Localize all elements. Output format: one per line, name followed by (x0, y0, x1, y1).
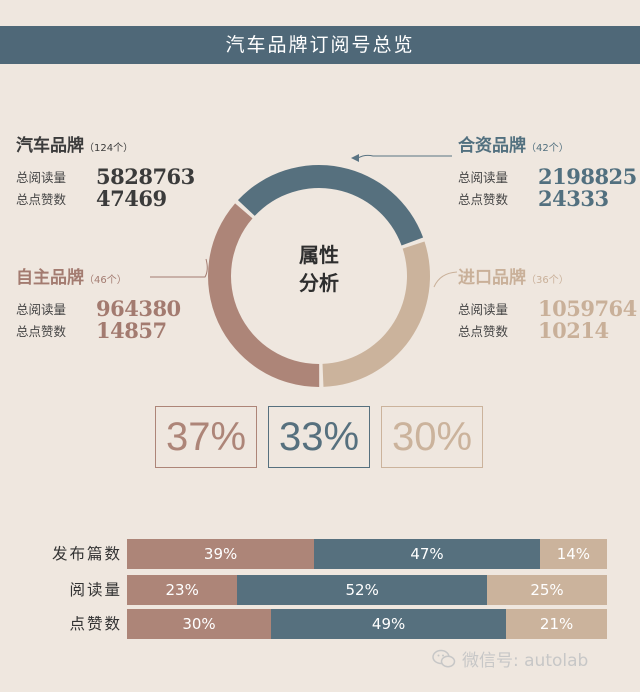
pct-box-own: 37% (155, 406, 257, 468)
joint-like-value: 24333 (538, 185, 609, 211)
joint-brand-count: （42个） (526, 143, 569, 154)
bar-segment: 47% (314, 539, 540, 569)
own-like-value: 14857 (96, 317, 167, 343)
page-title: 汽车品牌订阅号总览 (0, 26, 640, 64)
joint-read-label: 总阅读量 (458, 169, 509, 185)
donut-slice-1 (322, 241, 430, 387)
own-connector (150, 258, 208, 278)
car-brand-count: （124个） (84, 143, 134, 154)
bar-segment: 23% (127, 575, 238, 605)
own-like-label: 总点赞数 (16, 323, 67, 339)
bar-segment: 49% (271, 609, 507, 639)
import-like-label: 总点赞数 (458, 323, 509, 339)
donut-center-line1: 属性 (299, 243, 339, 267)
car-like-label: 总点赞数 (16, 191, 67, 207)
car-read-value: 5828763 (96, 163, 195, 189)
bar-segment: 52% (237, 575, 487, 605)
car-brand-block: 汽车品牌（124个） 总阅读量 5828763 总点赞数 47469 (16, 131, 195, 211)
import-like-value: 10214 (538, 317, 609, 343)
joint-brand-block: 合资品牌（42个） 总阅读量 2198825 总点赞数 24333 (458, 131, 637, 211)
watermark-text: 微信号: autolab (462, 651, 589, 671)
import-brand-count: （36个） (526, 275, 569, 286)
import-read-value: 1059764 (538, 295, 637, 321)
car-brand-name: 汽车品牌 (16, 136, 84, 156)
import-brand-block: 进口品牌（36个） 总阅读量 1059764 总点赞数 10214 (458, 263, 637, 343)
bar-row-2: 30% 49% 21% (127, 609, 607, 639)
watermark: 微信号: autolab (432, 646, 588, 671)
car-read-label: 总阅读量 (16, 169, 67, 185)
donut-center-line2: 分析 (299, 271, 339, 295)
car-like-value: 47469 (96, 185, 167, 211)
joint-brand-name: 合资品牌 (458, 136, 526, 156)
joint-connector (357, 154, 452, 159)
own-brand-count: （46个） (84, 275, 127, 286)
joint-read-value: 2198825 (538, 163, 637, 189)
own-brand-block: 自主品牌（46个） 总阅读量 964380 总点赞数 14857 (16, 263, 181, 343)
donut-slice-2 (208, 203, 320, 387)
bar-row-label-0: 发布篇数 (51, 545, 122, 563)
bar-row-1: 23% 52% 25% (127, 575, 607, 605)
joint-like-label: 总点赞数 (458, 191, 509, 207)
donut-chart: 属性 分析 (150, 154, 458, 387)
bar-row-label-1: 阅读量 (69, 581, 122, 599)
own-brand-name: 自主品牌 (16, 268, 84, 288)
bar-segment: 25% (486, 575, 607, 605)
bar-segment: 14% (539, 539, 607, 569)
bar-segment: 21% (506, 609, 607, 639)
bar-segment: 39% (127, 539, 315, 569)
own-read-label: 总阅读量 (16, 301, 67, 317)
import-read-label: 总阅读量 (458, 301, 509, 317)
bar-row-label-2: 点赞数 (69, 615, 122, 633)
import-brand-name: 进口品牌 (458, 268, 526, 288)
bar-row-0: 39% 47% 14% (127, 539, 607, 569)
import-connector (433, 271, 458, 288)
pct-box-joint: 33% (268, 406, 370, 468)
donut-slice-0 (237, 164, 424, 246)
wechat-icon (432, 649, 456, 667)
pct-box-import: 30% (381, 406, 483, 468)
bar-segment: 30% (127, 609, 271, 639)
joint-connector-arrow (351, 154, 359, 162)
own-read-value: 964380 (96, 295, 181, 321)
